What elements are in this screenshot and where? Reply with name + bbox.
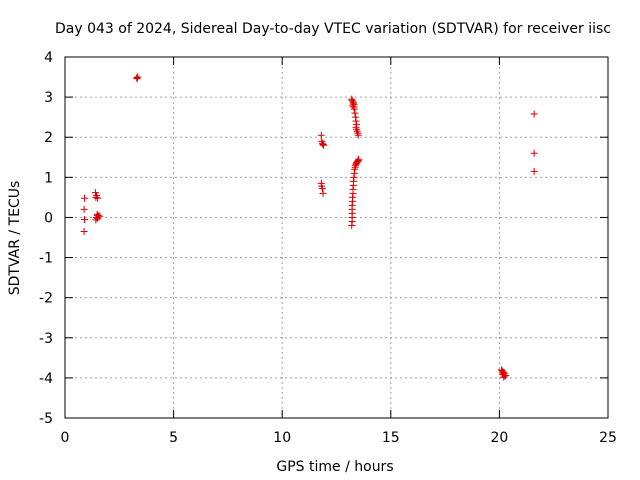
- data-point: [530, 110, 538, 118]
- data-point: [349, 102, 357, 110]
- data-point: [355, 155, 363, 163]
- data-point: [350, 105, 358, 113]
- y-tick-label: -5: [39, 411, 53, 427]
- data-point: [318, 185, 326, 193]
- x-tick-label: 5: [169, 430, 178, 446]
- x-tick-labels: 0 5 10 15 20 25: [61, 430, 617, 446]
- y-tick-label: 1: [44, 170, 53, 186]
- data-point: [317, 131, 325, 139]
- y-tick-label: 0: [44, 210, 53, 226]
- y-tick-label: 2: [44, 130, 53, 146]
- data-point: [319, 141, 327, 149]
- data-point: [351, 109, 359, 117]
- data-point: [500, 373, 508, 381]
- data-point: [81, 215, 89, 223]
- grid-lines: [65, 57, 608, 418]
- plot-frame: [64, 56, 609, 419]
- y-axis-label: SDTVAR / TECUs: [7, 181, 23, 296]
- data-point: [133, 75, 141, 83]
- x-tick-label: 10: [273, 430, 291, 446]
- data-point: [530, 149, 538, 157]
- y-tick-labels: -5 -4 -3 -2 -1 0 1 2 3 4: [39, 50, 53, 427]
- data-point: [134, 73, 142, 81]
- chart-title: Day 043 of 2024, Sidereal Day-to-day VTE…: [55, 21, 611, 37]
- data-point: [80, 227, 88, 235]
- x-tick-label: 0: [61, 430, 70, 446]
- data-point: [81, 194, 89, 202]
- data-point: [92, 216, 100, 224]
- data-point: [530, 167, 538, 175]
- y-tick-label: -4: [39, 371, 53, 387]
- y-tick-label: 4: [44, 50, 53, 66]
- data-point: [96, 212, 104, 220]
- y-tick-label: -1: [39, 251, 53, 267]
- data-point: [80, 205, 88, 213]
- y-tick-label: -3: [39, 331, 53, 347]
- x-tick-label: 25: [599, 430, 617, 446]
- data-point: [94, 194, 102, 202]
- data-point: [92, 193, 100, 201]
- data-point: [501, 371, 509, 379]
- x-tick-label: 20: [490, 430, 508, 446]
- x-axis-label: GPS time / hours: [276, 459, 393, 475]
- data-points: [80, 73, 538, 381]
- data-point: [354, 131, 362, 139]
- y-tick-label: 3: [44, 90, 53, 106]
- data-point: [319, 189, 327, 197]
- x-tick-label: 15: [382, 430, 400, 446]
- axis-ticks: [64, 56, 609, 419]
- y-tick-label: -2: [39, 291, 53, 307]
